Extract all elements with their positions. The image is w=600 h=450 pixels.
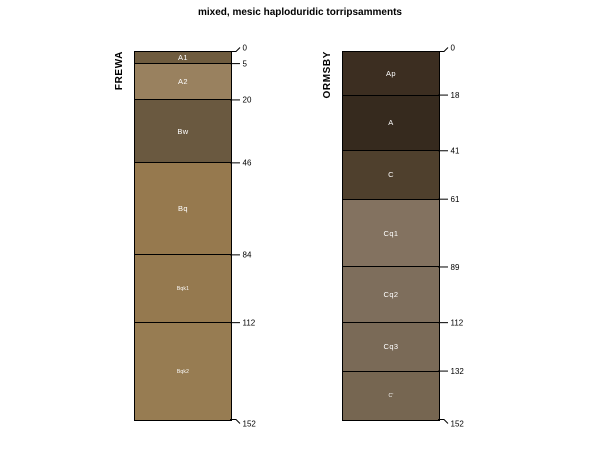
profile-frewa: FREWA A1 A2 Bw Bq Bqk1 Bqk2 0 5 20 46 84 112 152 (114, 43, 256, 428)
horizon-band: Bq (135, 163, 231, 256)
depth-axis-ormsby: 0 18 41 61 89 112 132 152 (438, 43, 465, 428)
depth-tick-label: 0 (451, 43, 456, 52)
horizon-band: Bw (135, 100, 231, 164)
horizon-band: Cq3 (343, 323, 439, 372)
depth-tick (230, 46, 241, 52)
depth-tick (438, 418, 449, 424)
horizon-band: Ap (343, 52, 439, 96)
horizon-label: Cq1 (383, 228, 399, 238)
horizon-label: C' (388, 392, 394, 399)
horizon-label: Bw (177, 126, 189, 136)
depth-tick-label: 112 (243, 318, 256, 327)
depth-tick-label: 112 (451, 318, 464, 327)
horizon-label: Cq2 (383, 290, 399, 300)
horizon-label: Bqk1 (176, 285, 190, 292)
horizon-band: C' (343, 371, 439, 420)
depth-tick-label: 152 (451, 419, 465, 428)
horizon-band: Bqk1 (135, 255, 231, 324)
horizon-band: A1 (135, 52, 231, 65)
depth-tick-label: 152 (243, 419, 257, 428)
horizon-label: Ap (386, 68, 396, 78)
depth-tick (230, 418, 241, 424)
pedon-label-frewa: FREWA (114, 51, 125, 91)
depth-tick-label: 132 (451, 366, 465, 375)
depth-tick (438, 46, 449, 52)
soil-column-frewa: A1 A2 Bw Bq Bqk1 Bqk2 (134, 51, 232, 421)
depth-tick-label: 89 (451, 262, 460, 271)
depth-tick-label: 84 (243, 250, 252, 259)
horizon-band: Cq1 (343, 199, 439, 268)
horizon-band: A (343, 95, 439, 152)
horizon-band: Bqk2 (135, 323, 231, 420)
depth-tick-label: 18 (451, 90, 460, 99)
horizon-label: Bq (178, 204, 188, 214)
horizon-band: A2 (135, 64, 231, 101)
depth-tick-label: 46 (243, 158, 252, 167)
profile-ormsby: ORMSBY Ap A C Cq1 Cq2 Cq3 C' 0 18 41 61 89 112 132 15… (322, 43, 464, 428)
depth-tick-label: 0 (243, 43, 248, 52)
horizon-band: C (343, 151, 439, 200)
depth-tick-label: 61 (451, 194, 460, 203)
horizon-label: A2 (178, 77, 188, 87)
horizon-label: C (388, 170, 394, 180)
depth-tick-label: 20 (243, 95, 252, 104)
soil-column-ormsby: Ap A C Cq1 Cq2 Cq3 C' (342, 51, 440, 421)
depth-tick-label: 41 (451, 146, 460, 155)
depth-axis-frewa: 0 5 20 46 84 112 152 (230, 43, 257, 428)
horizon-label: A (388, 118, 394, 128)
horizon-label: Bqk2 (176, 368, 190, 375)
figure-title: mixed, mesic haploduridic torripsamments (198, 7, 402, 18)
horizon-label: A1 (178, 53, 188, 63)
pedon-label-ormsby: ORMSBY (322, 51, 333, 99)
horizon-label: Cq3 (383, 342, 399, 352)
depth-tick-label: 5 (243, 59, 248, 68)
horizon-band: Cq2 (343, 267, 439, 324)
